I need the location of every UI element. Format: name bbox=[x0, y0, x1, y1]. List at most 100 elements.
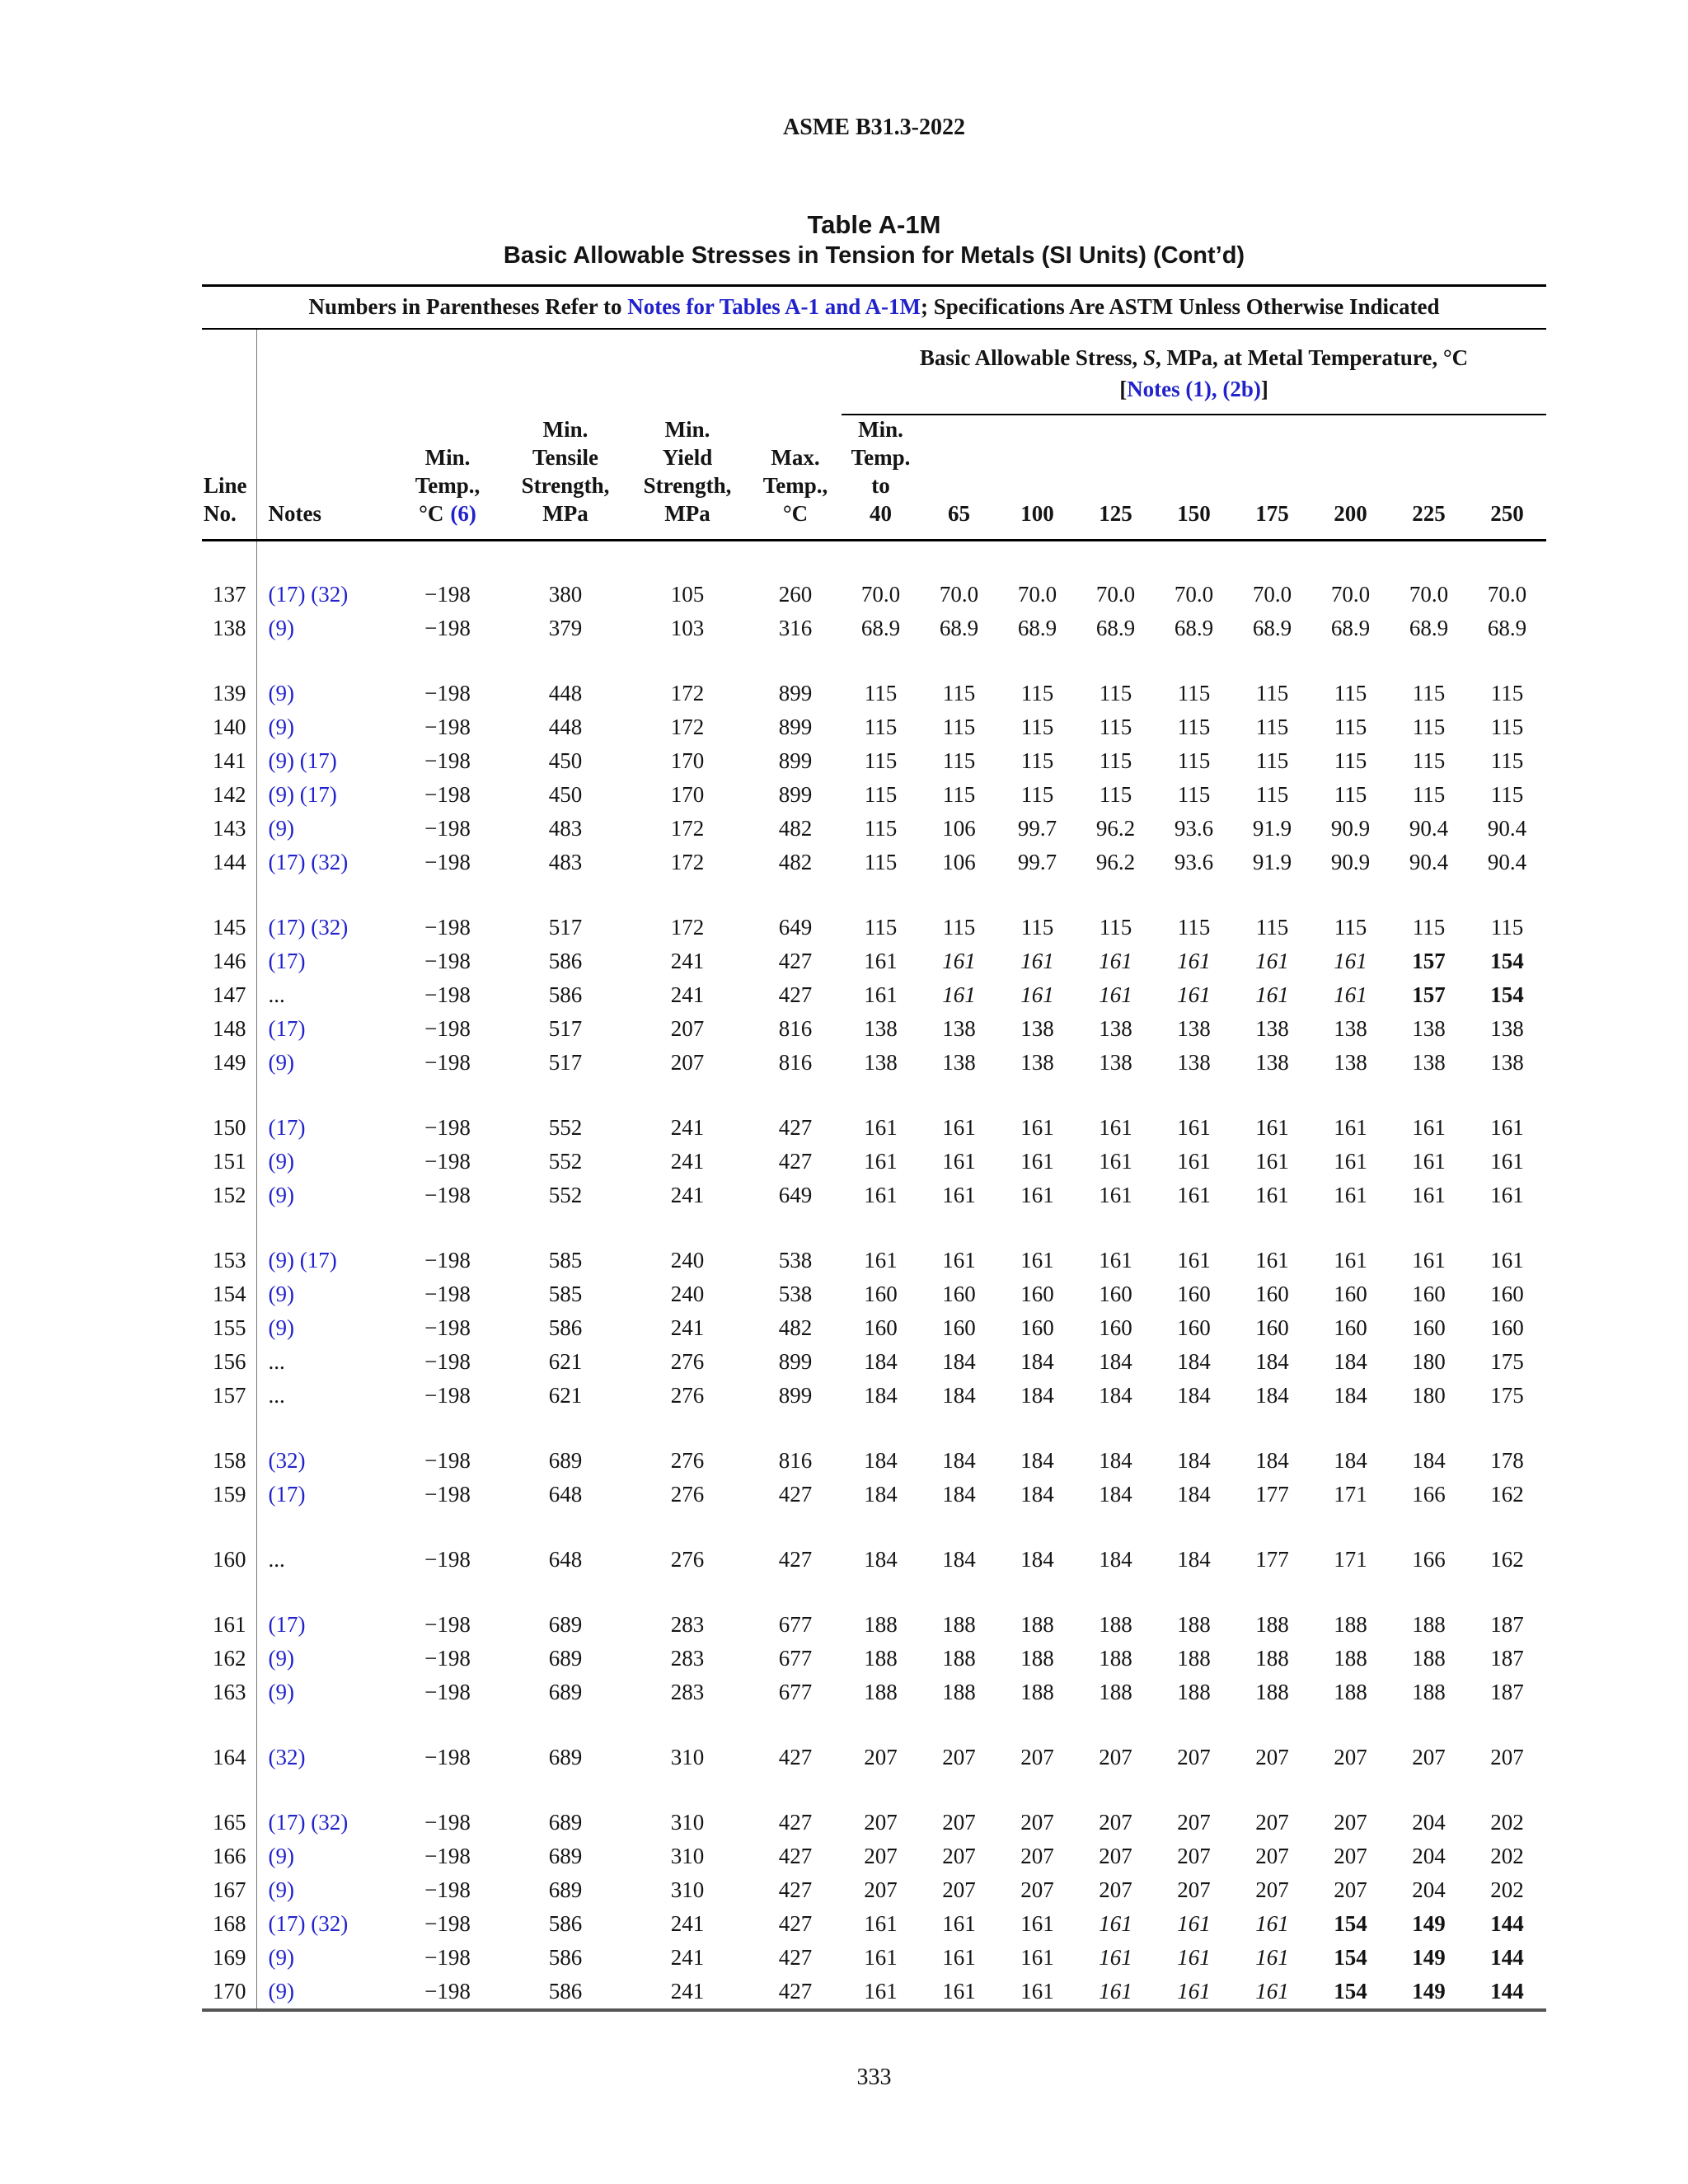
cell-stress-value: 157 bbox=[1412, 982, 1446, 1007]
row-spacer bbox=[202, 1080, 1546, 1111]
cell-stress-value: 161 bbox=[1334, 1248, 1367, 1272]
cell-stress-value: 207 bbox=[864, 1745, 898, 1769]
stress-span-notes: [Notes (1), (2b)] bbox=[842, 373, 1546, 405]
cell-notes-link[interactable]: (17) (32) bbox=[268, 915, 349, 940]
cell-notes-link[interactable]: (9) bbox=[268, 1315, 294, 1340]
cell-line-no: 148 bbox=[202, 1012, 257, 1046]
cell-stress-value: 115 bbox=[1255, 681, 1289, 705]
notes-1-2b-link[interactable]: Notes (1), (2b) bbox=[1127, 377, 1261, 401]
spacer-cell bbox=[256, 1080, 1546, 1111]
cell-notes-link[interactable]: (32) bbox=[268, 1448, 306, 1473]
cell-notes-link[interactable]: (17) (32) bbox=[268, 582, 349, 607]
col-header-temp-65: 65 bbox=[920, 415, 998, 541]
spacer-cell bbox=[202, 1774, 257, 1806]
cell-stress-value: 160 bbox=[1099, 1282, 1132, 1306]
cell-notes-link[interactable]: (9) bbox=[268, 1945, 294, 1970]
cell-property-value: −198 bbox=[424, 1183, 471, 1207]
cell-property-value: 483 bbox=[548, 850, 583, 874]
cell-stress-value: 188 bbox=[1099, 1612, 1132, 1637]
cell-stress-value: 70.0 bbox=[1409, 582, 1449, 607]
cell-stress-value: 160 bbox=[1412, 1315, 1446, 1340]
cell-stress-value: 68.9 bbox=[1095, 616, 1136, 640]
cell-notes-link[interactable]: (9) (17) bbox=[268, 782, 337, 807]
table-body: 137 (17) (32) −198 380 105 260 70.0 70.0 70.0 70.… bbox=[202, 540, 1546, 2010]
cell-stress-value: 138 bbox=[864, 1016, 898, 1041]
cell-line-no: 159 bbox=[202, 1478, 257, 1511]
cell-notes-link[interactable]: (9) bbox=[268, 816, 294, 841]
row-spacer bbox=[202, 1774, 1546, 1806]
cell-notes-link[interactable]: (9) (17) bbox=[268, 1248, 337, 1272]
cell-property-value: 427 bbox=[778, 1745, 813, 1769]
cell-notes-link[interactable]: (17) bbox=[268, 1612, 306, 1637]
cell-notes-link[interactable]: (17) bbox=[268, 1482, 306, 1507]
cell-property-value: 689 bbox=[548, 1745, 583, 1769]
cell-notes-link[interactable]: (9) bbox=[268, 1149, 294, 1174]
cell-notes-link[interactable]: (32) bbox=[268, 1745, 306, 1769]
table-row: 147... −198 586 241 427 161 161 161 161 161 161 161… bbox=[202, 978, 1546, 1012]
cell-property-value: 677 bbox=[778, 1612, 813, 1637]
cell-stress-value: 184 bbox=[1020, 1448, 1054, 1473]
col-header-temp-100: 100 bbox=[998, 415, 1076, 541]
cell-property-value: −198 bbox=[424, 1680, 471, 1704]
cell-notes-link[interactable]: (9) bbox=[268, 1282, 294, 1306]
cell-stress-value: 207 bbox=[1099, 1745, 1132, 1769]
cell-line-no: 163 bbox=[202, 1675, 257, 1709]
cell-property-value: 427 bbox=[778, 1877, 813, 1902]
cell-notes-link[interactable]: (9) bbox=[268, 1646, 294, 1671]
cell-stress-value: 90.4 bbox=[1409, 850, 1449, 874]
cell-line-no: 160 bbox=[202, 1543, 257, 1577]
row-spacer bbox=[202, 1413, 1546, 1444]
cell-property-value: −198 bbox=[424, 1482, 471, 1507]
cell-notes-link[interactable]: (9) bbox=[268, 1844, 294, 1868]
cell-property-value: 649 bbox=[778, 1183, 813, 1207]
notes-tables-link[interactable]: Notes for Tables A-1 and A-1M bbox=[627, 294, 921, 319]
cell-notes-link[interactable]: (9) bbox=[268, 616, 294, 640]
cell-stress-value: 161 bbox=[1020, 1248, 1054, 1272]
note-ref-6-link[interactable]: (6) bbox=[450, 501, 476, 526]
cell-stress-value: 68.9 bbox=[1487, 616, 1527, 640]
cell-stress-value: 184 bbox=[1099, 1482, 1132, 1507]
cell-notes-link[interactable]: (9) (17) bbox=[268, 748, 337, 773]
cell-property-value: −198 bbox=[424, 1315, 471, 1340]
cell-stress-value: 207 bbox=[1334, 1810, 1367, 1835]
cell-stress-value: 171 bbox=[1334, 1482, 1367, 1507]
cell-stress-value: 161 bbox=[1177, 1248, 1211, 1272]
cell-notes-link[interactable]: (17) (32) bbox=[268, 1911, 349, 1936]
cell-notes-link[interactable]: (17) bbox=[268, 949, 306, 973]
cell-notes-link[interactable]: (17) (32) bbox=[268, 1810, 349, 1835]
cell-notes-link[interactable]: (17) bbox=[268, 1115, 306, 1140]
cell-stress-value: 99.7 bbox=[1017, 850, 1057, 874]
cell-stress-value: 161 bbox=[942, 949, 976, 973]
cell-property-value: 538 bbox=[778, 1248, 813, 1272]
table-row: 170 (9) −198 586 241 427 161 161 161 161 161 161 154… bbox=[202, 1975, 1546, 2010]
cell-property-value: 482 bbox=[778, 850, 813, 874]
cell-notes-link[interactable]: (9) bbox=[268, 1877, 294, 1902]
cell-property-value: 276 bbox=[670, 1349, 705, 1374]
cell-notes-link[interactable]: (9) bbox=[268, 1050, 294, 1075]
cell-notes-link[interactable]: (9) bbox=[268, 681, 294, 705]
cell-property-value: 899 bbox=[778, 1383, 813, 1408]
cell-property-value: 689 bbox=[548, 1646, 583, 1671]
cell-notes-link[interactable]: (9) bbox=[268, 715, 294, 739]
cell-notes-link[interactable]: (17) bbox=[268, 1016, 306, 1041]
cell-property-value: 170 bbox=[670, 782, 705, 807]
cell-property-value: 552 bbox=[548, 1149, 583, 1174]
cell-stress-value: 161 bbox=[1099, 1979, 1132, 2004]
cell-notes: ... bbox=[268, 1547, 285, 1572]
cell-notes-link[interactable]: (17) (32) bbox=[268, 850, 349, 874]
cell-stress-value: 207 bbox=[1255, 1877, 1289, 1902]
cell-stress-value: 184 bbox=[1020, 1482, 1054, 1507]
cell-notes-link[interactable]: (9) bbox=[268, 1979, 294, 2004]
cell-stress-value: 161 bbox=[1412, 1149, 1446, 1174]
cell-stress-value: 70.0 bbox=[860, 582, 901, 607]
cell-property-value: 586 bbox=[548, 1911, 583, 1936]
cell-property-value: 170 bbox=[670, 748, 705, 773]
cell-notes-link[interactable]: (9) bbox=[268, 1183, 294, 1207]
cell-stress-value: 160 bbox=[1490, 1315, 1524, 1340]
cell-stress-value: 188 bbox=[942, 1646, 976, 1671]
cell-stress-value: 96.2 bbox=[1095, 850, 1136, 874]
cell-property-value: 677 bbox=[778, 1680, 813, 1704]
col-header-temp-175: 175 bbox=[1233, 415, 1311, 541]
cell-notes-link[interactable]: (9) bbox=[268, 1680, 294, 1704]
table-row: 160... −198 648 276 427 184 184 184 184 184 177 171… bbox=[202, 1543, 1546, 1577]
